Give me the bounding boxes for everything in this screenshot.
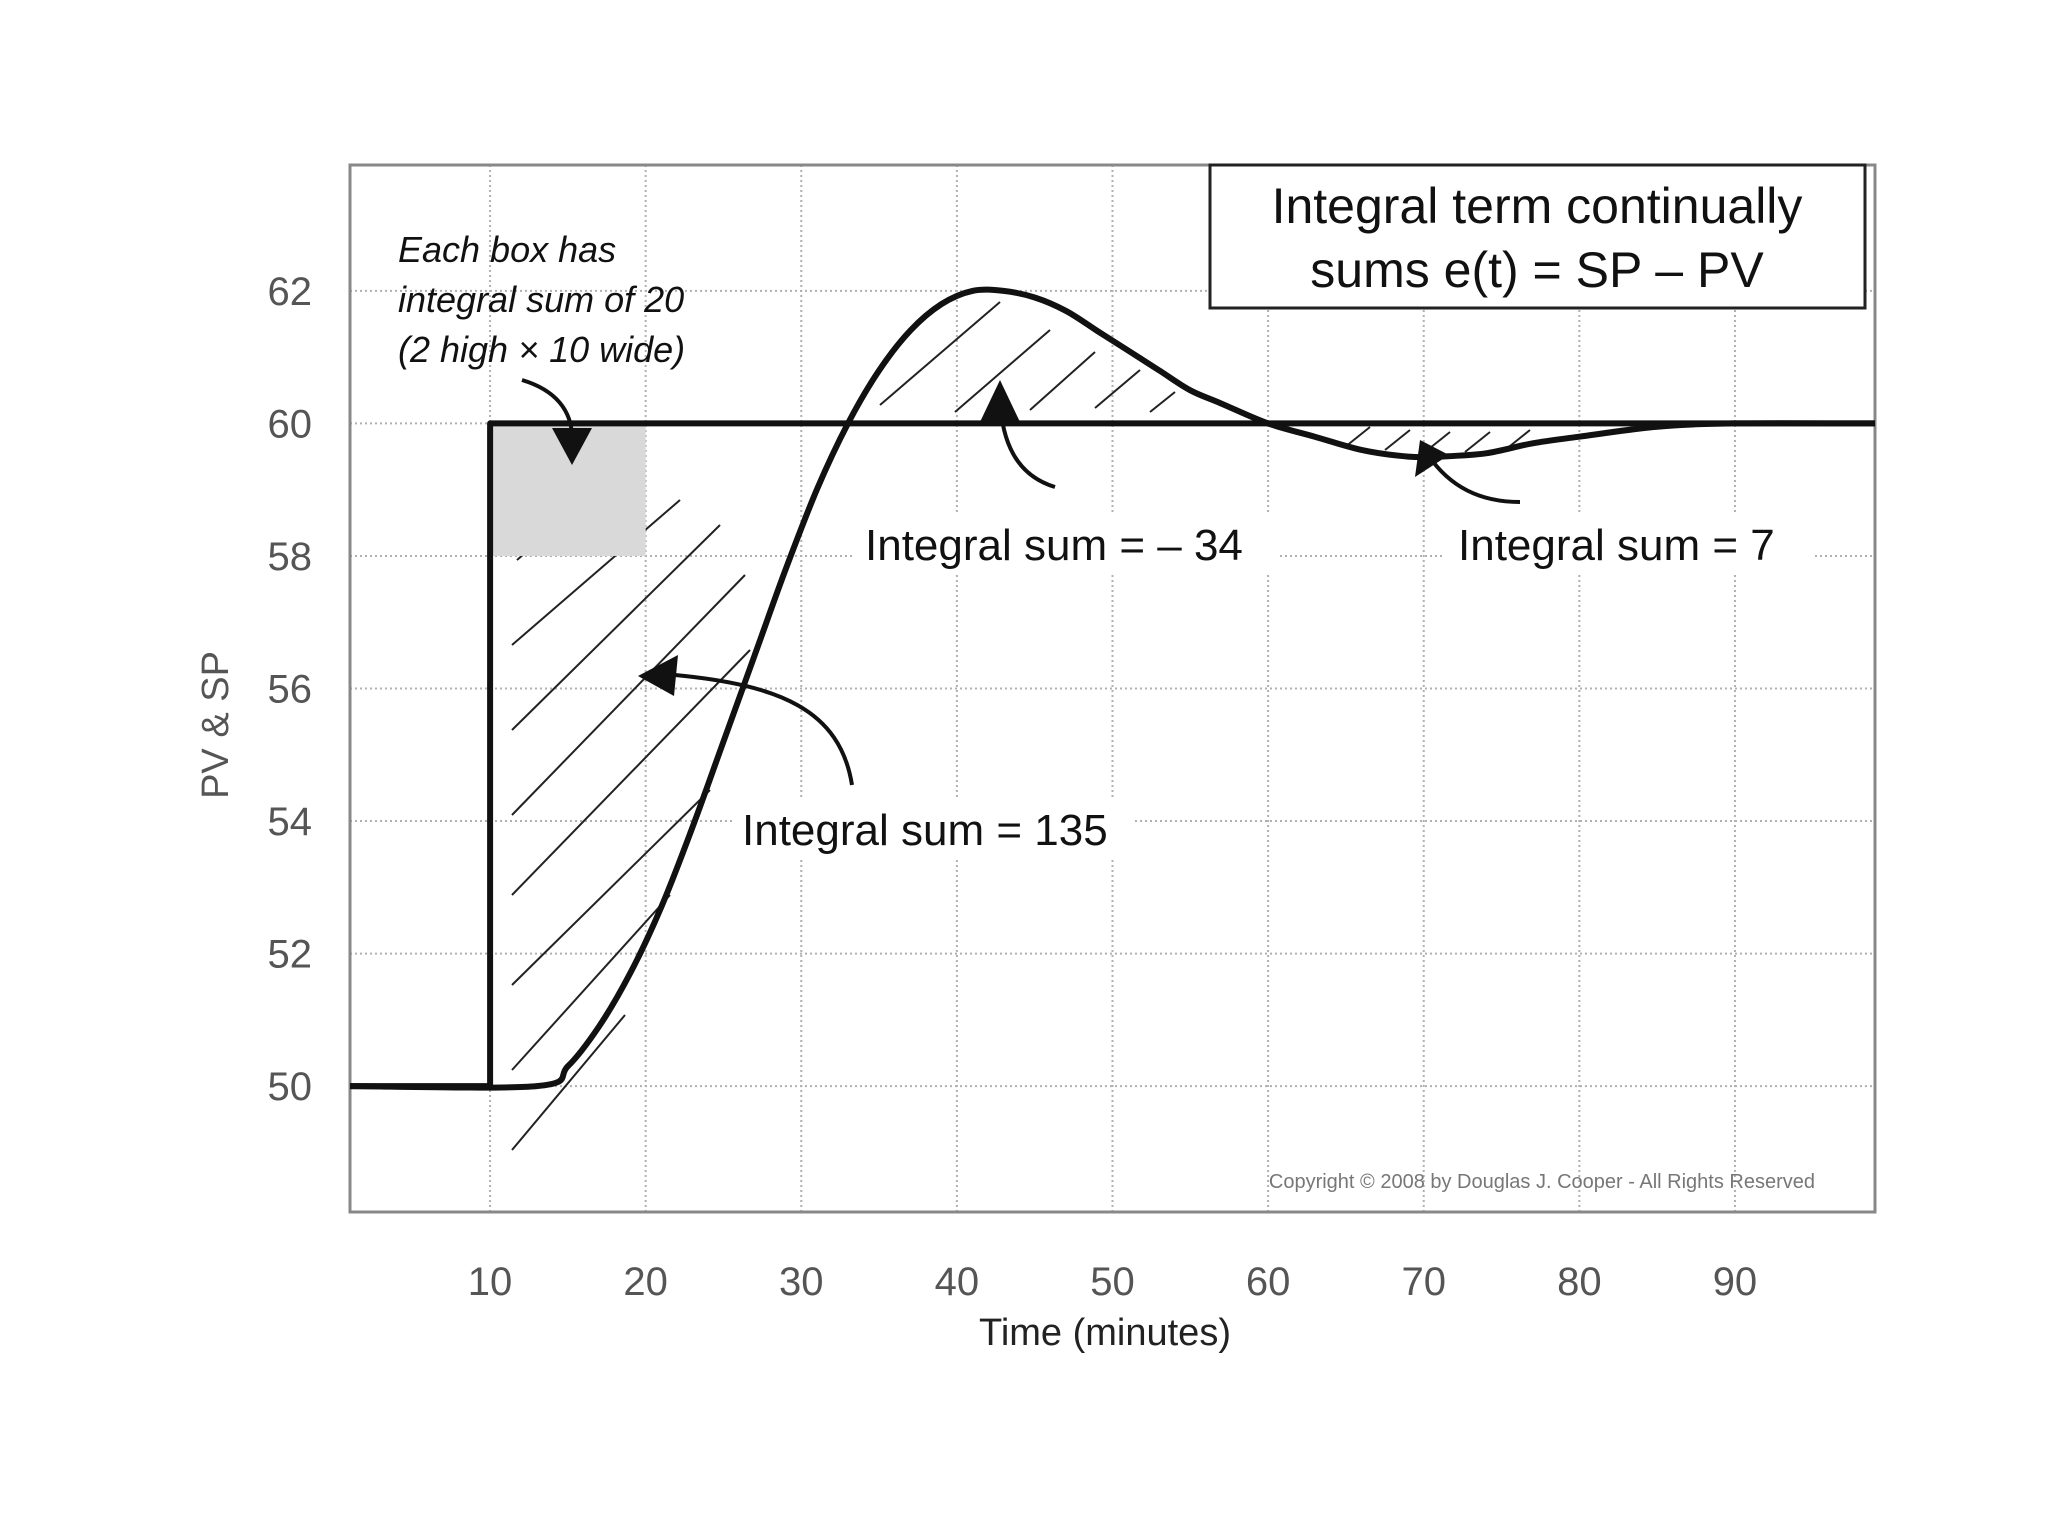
- annotation-integral-7: Integral sum = 7: [1458, 521, 1775, 570]
- hatch-line: [511, 574, 746, 816]
- hatch-line: [1464, 431, 1491, 453]
- x-tick-label: 60: [1246, 1260, 1291, 1304]
- y-axis-title: PV & SP: [195, 651, 237, 799]
- x-tick-label: 80: [1557, 1260, 1602, 1304]
- x-tick-label: 10: [468, 1260, 513, 1304]
- x-tick-label: 70: [1401, 1260, 1446, 1304]
- series-line-pv: [349, 286, 1876, 1091]
- hatch-line: [1094, 369, 1141, 409]
- y-tick-label: 54: [268, 800, 313, 844]
- x-tick-label: 30: [779, 1260, 824, 1304]
- annotation-integral-135: Integral sum = 135: [742, 806, 1108, 855]
- arrowhead-note: [552, 428, 592, 465]
- x-tick-label: 40: [935, 1260, 980, 1304]
- hatch-line: [511, 524, 721, 731]
- y-tick-label: 56: [268, 668, 313, 712]
- x-axis-title: Time (minutes): [979, 1312, 1231, 1354]
- annotation-135-bg: [735, 800, 1135, 860]
- arrow-135-to-area: [674, 673, 854, 786]
- annotation-neg34-bg: [855, 515, 1280, 575]
- x-tick-label: 90: [1713, 1260, 1758, 1304]
- arrow-7-to-area: [1426, 453, 1521, 504]
- arrow-heads: [552, 380, 1449, 696]
- arrowhead-135: [638, 655, 678, 696]
- hatch-line: [511, 1014, 626, 1151]
- arrowhead-7: [1415, 440, 1449, 477]
- copyright-notice: Copyright © 2008 by Douglas J. Cooper - …: [1269, 1171, 1815, 1193]
- hatch-line: [511, 894, 671, 1071]
- tick-labels: 10 20 30 40 50 60 70 80 90 50 52 54 56 58 60 62: [268, 270, 1758, 1304]
- box-note-line-1: Each box has: [398, 229, 616, 270]
- hatch-line: [1384, 429, 1411, 451]
- hatch-line: [954, 329, 1051, 413]
- series-layer: [349, 286, 1876, 1091]
- title-box: [1208, 163, 1867, 310]
- title-line-1: Integral term continually: [1272, 178, 1803, 234]
- hatch-line: [511, 649, 751, 896]
- hatch-line: [1029, 351, 1096, 411]
- arrowhead-neg34: [980, 380, 1020, 422]
- y-tick-label: 52: [268, 933, 313, 977]
- title-line-2: sums e(t) = SP – PV: [1310, 242, 1764, 298]
- x-tick-label: 20: [623, 1260, 668, 1304]
- box-note-line-3: (2 high × 10 wide): [398, 329, 685, 370]
- hatch-line: [879, 301, 1001, 406]
- y-tick-label: 62: [268, 270, 313, 314]
- x-tick-label: 50: [1090, 1260, 1135, 1304]
- y-tick-label: 58: [268, 535, 313, 579]
- hatch-marks: [511, 301, 1531, 1151]
- y-tick-label: 60: [268, 402, 313, 446]
- hatch-line: [1344, 426, 1371, 448]
- y-tick-label: 50: [268, 1065, 313, 1109]
- annotation-integral-neg34: Integral sum = – 34: [865, 521, 1243, 570]
- hatch-line: [511, 789, 711, 986]
- box-note-line-2: integral sum of 20: [398, 279, 684, 320]
- hatch-line: [1149, 391, 1176, 413]
- annotation-7-bg: [1445, 515, 1815, 575]
- plot-frame: [348, 163, 1877, 1214]
- hatch-line: [511, 499, 681, 646]
